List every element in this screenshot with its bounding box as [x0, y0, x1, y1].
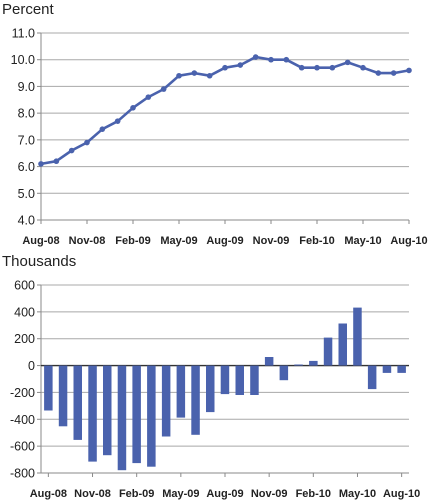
data-point: [360, 64, 366, 71]
data-point: [99, 126, 106, 132]
data-point: [191, 70, 198, 76]
bar: [132, 365, 141, 464]
bar: [44, 365, 53, 411]
x-tick-label: May-10: [344, 235, 381, 247]
bar: [191, 365, 200, 435]
data-point: [38, 161, 44, 167]
data-point: [406, 67, 412, 74]
x-tick-label: Aug-10: [390, 235, 427, 247]
data-point: [329, 64, 336, 71]
y-tick-label: -200: [10, 386, 35, 400]
data-point: [206, 72, 213, 79]
x-tick-label: Feb-10: [299, 235, 334, 247]
bar: [323, 337, 333, 366]
bar: [250, 365, 259, 395]
data-point: [160, 86, 167, 92]
y-tick-label: 7.0: [18, 133, 35, 147]
bar: [382, 365, 392, 373]
top-chart-ylabel: Percent: [2, 1, 55, 18]
data-point: [344, 59, 351, 66]
y-tick-label: 200: [14, 332, 35, 346]
y-tick-label: 5.0: [18, 187, 35, 201]
y-tick-label: 4.0: [18, 214, 35, 228]
data-point: [390, 70, 397, 76]
bar: [294, 364, 303, 366]
x-tick-label: May-09: [162, 488, 199, 500]
data-point: [375, 70, 382, 76]
x-tick-label: Feb-09: [119, 488, 154, 500]
data-point: [145, 94, 152, 100]
y-tick-label: 8.0: [18, 107, 35, 121]
data-point: [68, 147, 75, 154]
bar: [147, 365, 156, 467]
y-tick-label: 0: [28, 359, 35, 373]
bar: [103, 365, 112, 456]
top-chart-axes: [40, 33, 409, 221]
y-tick-label: 9.0: [18, 80, 35, 94]
x-tick-label: Nov-08: [74, 488, 111, 500]
bar: [117, 365, 127, 471]
bottom-chart-x-ticks: Aug-08 Nov-08 Feb-09 May-09 Aug-09 Nov-09 Feb-…: [30, 473, 420, 500]
x-tick-label: Aug-10: [383, 488, 420, 500]
bottom-chart-series: [44, 307, 406, 471]
y-tick-label: 600: [14, 279, 35, 293]
x-tick-label: Nov-09: [253, 235, 290, 247]
bottom-chart-ylabel: Thousands: [2, 253, 76, 270]
top-chart-series: [38, 54, 412, 167]
bar: [353, 307, 362, 366]
data-point: [298, 64, 305, 71]
unemployment-line: [40, 55, 410, 166]
bar: [338, 323, 347, 366]
bar: [309, 360, 318, 366]
x-tick-label: Nov-09: [251, 488, 288, 500]
bar: [73, 365, 82, 440]
top-chart-gridlines: [41, 32, 409, 194]
x-tick-label: Nov-08: [69, 235, 106, 247]
y-tick-label: 11.0: [12, 27, 35, 41]
y-tick-label: 6.0: [18, 160, 35, 174]
x-tick-label: May-10: [339, 488, 376, 500]
x-tick-label: Feb-09: [115, 235, 150, 247]
data-point: [314, 64, 320, 71]
x-tick-label: Aug-08: [30, 488, 67, 500]
bar: [206, 365, 215, 413]
bar: [58, 365, 68, 427]
x-tick-label: May-09: [160, 235, 197, 247]
y-tick-label: 10.0: [11, 53, 35, 67]
data-point: [114, 118, 121, 124]
data-point: [53, 158, 60, 165]
bar: [264, 357, 274, 366]
top-chart-y-ticks: 4.0 5.0 6.0 7.0 8.0 9.0 10.0 11.0: [11, 27, 41, 228]
top-chart-x-ticks: Aug-08 Nov-08 Feb-09 May-09 Aug-09 Nov-09 Feb-…: [22, 220, 428, 247]
bar: [176, 365, 186, 418]
bar: [397, 365, 406, 373]
data-point: [252, 54, 259, 60]
bar: [220, 365, 230, 395]
y-tick-label: 400: [14, 305, 35, 319]
bar: [279, 365, 289, 381]
data-point: [237, 62, 244, 68]
bar: [235, 365, 244, 395]
data-point: [283, 56, 290, 63]
bar: [88, 365, 97, 462]
y-tick-label: -600: [10, 440, 35, 454]
bar: [367, 365, 377, 390]
x-tick-label: Aug-08: [22, 235, 59, 247]
y-tick-label: -800: [10, 467, 35, 481]
data-point: [222, 64, 228, 71]
data-point: [268, 56, 274, 63]
bottom-chart-y-ticks: 600 400 200 0 -200 -400 -600 -800: [10, 279, 41, 481]
y-tick-label: -400: [10, 413, 35, 427]
bar: [161, 365, 171, 437]
x-tick-label: Aug-09: [206, 488, 243, 500]
data-point: [176, 72, 182, 79]
data-point: [130, 105, 136, 111]
data-point: [84, 139, 90, 146]
x-tick-label: Feb-10: [296, 488, 331, 500]
x-tick-label: Aug-09: [206, 235, 243, 247]
